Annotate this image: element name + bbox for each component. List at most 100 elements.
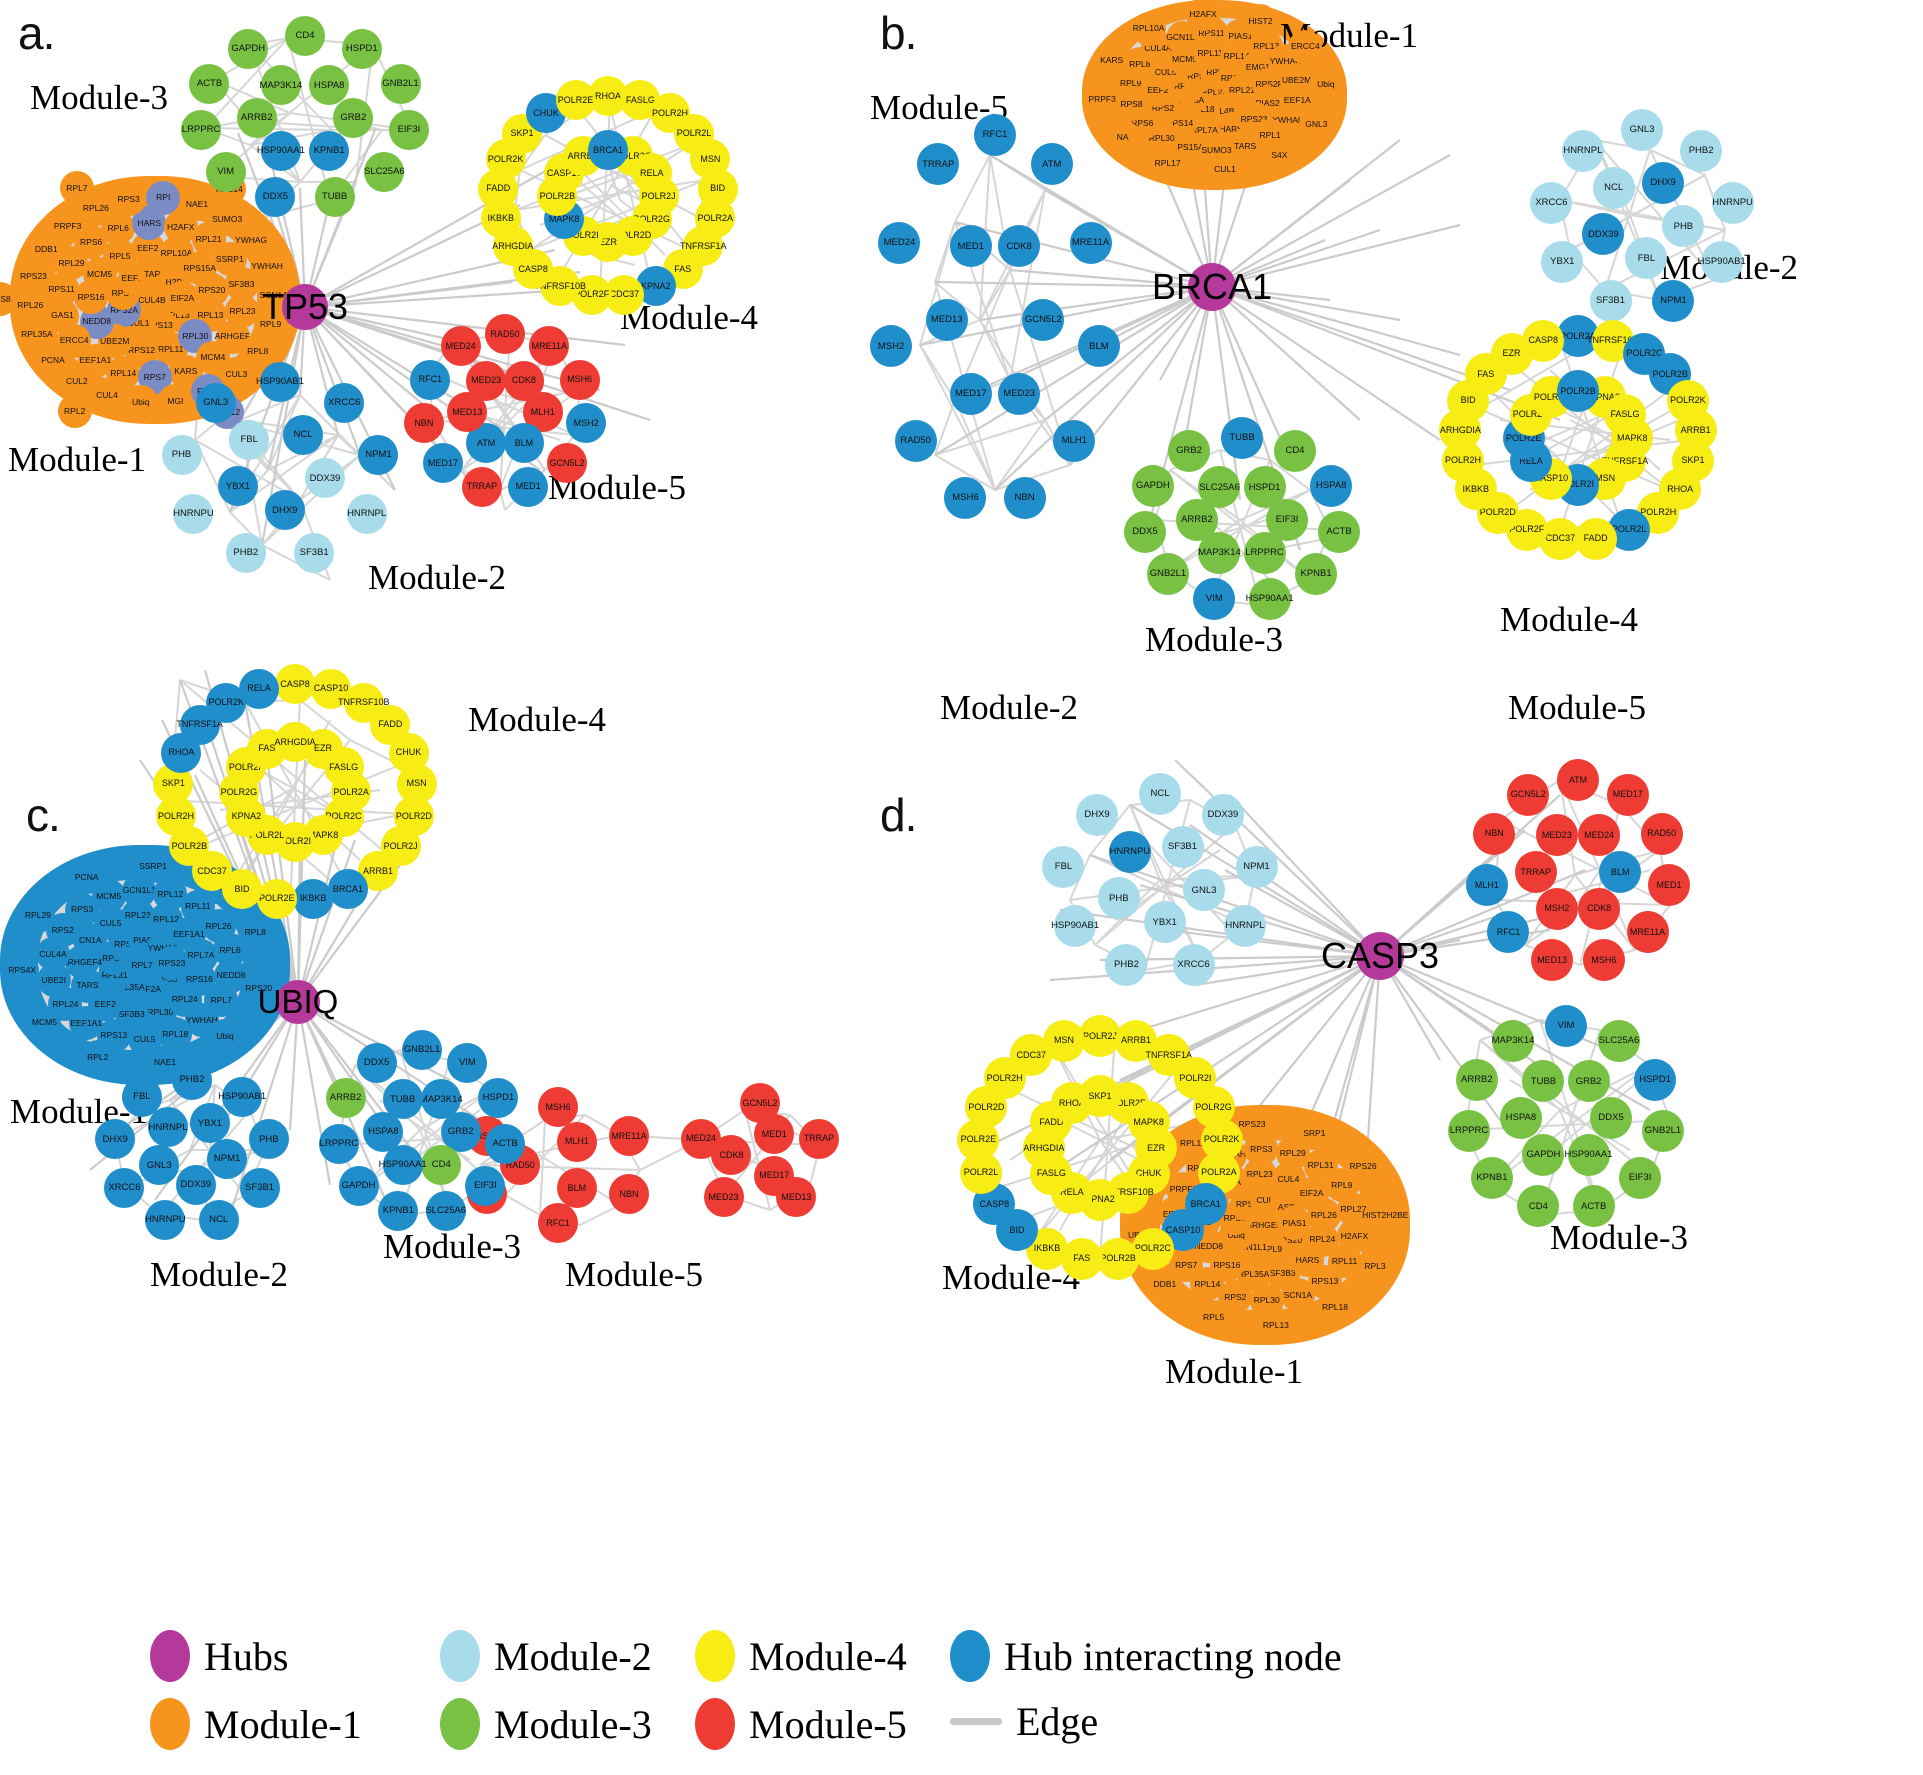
panel-b-module1-node-HIST2[interactable]: HIST2	[1243, 3, 1278, 38]
panel-c-module3-node-HSP90AA1[interactable]: HSP90AA1	[379, 1144, 427, 1185]
panel-d-module2-node-DDX39[interactable]: DDX39	[1201, 793, 1244, 836]
panel-c-module1-node-SSRP1[interactable]: SSRP1	[136, 849, 171, 884]
panel-a-module3-node-ACTB[interactable]: ACTB	[189, 63, 230, 104]
panel-d-module2-node-PHB2[interactable]: PHB2	[1105, 943, 1148, 986]
panel-b-module2-node-FBL[interactable]: FBL	[1625, 237, 1668, 280]
panel-a-module5-node-TRRAP[interactable]: TRRAP	[461, 466, 502, 507]
panel-b-module5-node-MED17[interactable]: MED17	[949, 372, 992, 415]
panel-a-module5-node-MRE11A[interactable]: MRE11A	[529, 326, 570, 367]
panel-d-module4-node-POLR2J[interactable]: POLR2J	[1079, 1015, 1121, 1057]
panel-a-module5-node-NBN[interactable]: NBN	[403, 403, 444, 444]
panel-a-module1-node-RPI[interactable]: RPI	[146, 180, 181, 215]
panel-a-module1-node-NAE1[interactable]: NAE1	[179, 187, 214, 222]
panel-d-module5-node-BLM[interactable]: BLM	[1599, 851, 1642, 893]
panel-c-module3-node-HSPA8[interactable]: HSPA8	[363, 1112, 404, 1152]
panel-a-module5-node-RAD50[interactable]: RAD50	[485, 314, 525, 354]
panel-a-hub-tp53[interactable]	[282, 284, 328, 330]
panel-c-module5b-node-GCN5L2[interactable]: GCN5L2	[740, 1083, 780, 1123]
panel-d-module5-node-MSH2[interactable]: MSH2	[1535, 887, 1578, 930]
panel-a-module1-node-Ubiq[interactable]: Ubiq	[123, 385, 158, 420]
panel-b-module1-node-RPL10A[interactable]: RPL10A	[1131, 11, 1166, 46]
panel-a-module5-node-MED23[interactable]: MED23	[466, 360, 507, 401]
panel-b-module3-node-VIM[interactable]: VIM	[1193, 577, 1236, 620]
panel-b-module5-node-MED13[interactable]: MED13	[925, 299, 968, 341]
panel-b-module2-node-PHB2[interactable]: PHB2	[1680, 129, 1723, 172]
panel-c-module2-node-DDX39[interactable]: DDX39	[175, 1164, 216, 1205]
panel-a-module2-node-HSP90AB1[interactable]: HSP90AB1	[256, 362, 304, 402]
panel-d-module3-node-GNB2L1[interactable]: GNB2L1	[1642, 1110, 1684, 1153]
panel-b-module4-node-FADD[interactable]: FADD	[1574, 517, 1617, 560]
panel-b-module2-node-PHB[interactable]: PHB	[1662, 205, 1705, 248]
panel-a-module3-node-MAP3K14[interactable]: MAP3K14	[259, 65, 302, 106]
panel-a-module3-node-HSPA8[interactable]: HSPA8	[309, 65, 350, 106]
panel-a-module1-node-RPS8[interactable]: RPS8	[0, 281, 17, 316]
panel-a-module4-node-BRCA1[interactable]: BRCA1	[588, 130, 628, 170]
panel-c-module4-node-FADD[interactable]: FADD	[370, 704, 411, 745]
panel-c-module3-node-ACTB[interactable]: ACTB	[485, 1123, 526, 1164]
panel-d-module3-node-TUBB[interactable]: TUBB	[1522, 1060, 1565, 1103]
panel-d-module3-node-CD4[interactable]: CD4	[1517, 1185, 1560, 1228]
panel-b-module5-node-RFC1[interactable]: RFC1	[974, 114, 1016, 156]
panel-b-hub-brca1[interactable]	[1188, 263, 1236, 311]
panel-b-module3-node-GNB2L1[interactable]: GNB2L1	[1146, 552, 1189, 595]
panel-a-module2-node-PHB[interactable]: PHB	[161, 434, 202, 475]
panel-c-module2-node-YBX1[interactable]: YBX1	[189, 1103, 230, 1144]
panel-b-module5-node-TRRAP[interactable]: TRRAP	[917, 143, 960, 186]
panel-c-module2-node-HNRNPU[interactable]: HNRNPU	[145, 1199, 186, 1240]
panel-d-module5-node-MSH6[interactable]: MSH6	[1582, 939, 1625, 982]
panel-b-module5-node-CDK8[interactable]: CDK8	[998, 225, 1041, 268]
panel-b-module5-node-MSH6[interactable]: MSH6	[944, 476, 987, 519]
panel-c-module3-node-CD4[interactable]: CD4	[421, 1144, 462, 1185]
panel-a-module2-node-HNRNPL[interactable]: HNRNPL	[346, 494, 387, 534]
panel-d-hub-casp3[interactable]	[1356, 932, 1404, 980]
panel-d-module1-node-RPL13[interactable]: RPL13	[1258, 1308, 1293, 1343]
panel-a-module2-node-FBL[interactable]: FBL	[229, 419, 270, 460]
panel-b-module3-node-GAPDH[interactable]: GAPDH	[1131, 464, 1174, 507]
panel-d-module2-node-NCL[interactable]: NCL	[1139, 773, 1181, 815]
panel-b-module1-node-CUL1[interactable]: CUL1	[1207, 152, 1242, 187]
panel-b-module2-node-NPM1[interactable]: NPM1	[1652, 279, 1695, 322]
panel-d-module1-node-SRP1[interactable]: SRP1	[1297, 1116, 1332, 1151]
panel-b-module3-node-KPNB1[interactable]: KPNB1	[1295, 552, 1338, 595]
panel-c-module2-node-PHB2[interactable]: PHB2	[172, 1060, 212, 1100]
panel-c-module5b-node-MED17[interactable]: MED17	[754, 1155, 795, 1196]
panel-c-module4-node-BRCA1[interactable]: BRCA1	[327, 869, 368, 910]
panel-a-module3-node-DDX5[interactable]: DDX5	[255, 176, 296, 217]
panel-d-module3-node-LRPPRC[interactable]: LRPPRC	[1447, 1110, 1490, 1153]
panel-a-module4-node-FAS[interactable]: FAS	[662, 249, 703, 290]
panel-a-module3-node-HSP90AA1[interactable]: HSP90AA1	[257, 130, 305, 171]
panel-d-module5-node-MED13[interactable]: MED13	[1531, 939, 1574, 982]
panel-b-module5-node-MED23[interactable]: MED23	[998, 372, 1041, 415]
panel-d-module3-node-KPNB1[interactable]: KPNB1	[1470, 1157, 1513, 1200]
panel-b-module3-node-TUBB[interactable]: TUBB	[1221, 417, 1263, 459]
panel-a-module2-node-XRCC6[interactable]: XRCC6	[324, 382, 365, 423]
panel-c-module3-node-GNB2L1[interactable]: GNB2L1	[402, 1030, 442, 1070]
panel-c-module4-node-IKBKB[interactable]: IKBKB	[293, 878, 334, 919]
panel-d-module2-node-PHB[interactable]: PHB	[1097, 877, 1140, 920]
panel-d-module2-node-FBL[interactable]: FBL	[1042, 845, 1085, 888]
panel-c-module1-node-RPS23[interactable]: RPS23	[154, 946, 189, 981]
panel-c-module1-node-RPL29[interactable]: RPL29	[20, 898, 55, 933]
panel-d-module5-node-NBN[interactable]: NBN	[1473, 812, 1516, 855]
panel-d-module4-node-FAS[interactable]: FAS	[1060, 1237, 1103, 1280]
panel-c-module4-node-RELA[interactable]: RELA	[239, 668, 280, 709]
panel-d-module5-node-ATM[interactable]: ATM	[1557, 759, 1599, 801]
panel-c-module2-node-HSP90AB1[interactable]: HSP90AB1	[218, 1076, 266, 1117]
panel-d-module5-node-RFC1[interactable]: RFC1	[1487, 911, 1530, 954]
panel-c-module2-node-GNL3[interactable]: GNL3	[139, 1145, 180, 1186]
panel-a-module2-node-PHB2[interactable]: PHB2	[225, 532, 266, 573]
panel-b-module2-node-HNRNPL[interactable]: HNRNPL	[1561, 129, 1604, 172]
panel-a-module1-node-CUL2[interactable]: CUL2	[59, 364, 94, 399]
panel-b-module5-node-NBN[interactable]: NBN	[1003, 476, 1046, 519]
panel-c-hub-ubiq[interactable]	[276, 980, 320, 1024]
panel-a-module1-node-RPS3[interactable]: RPS3	[111, 182, 146, 217]
panel-d-module4-node-POLR2C[interactable]: POLR2C	[1131, 1227, 1174, 1270]
panel-c-module3-node-ARRB2[interactable]: ARRB2	[325, 1077, 366, 1118]
panel-d-module3-node-ACTB[interactable]: ACTB	[1572, 1185, 1615, 1228]
panel-c-module3-node-HSPD1[interactable]: HSPD1	[478, 1077, 519, 1118]
panel-c-module1-node-RPL2[interactable]: RPL2	[80, 1040, 115, 1075]
panel-d-module5-node-MLH1[interactable]: MLH1	[1465, 864, 1508, 907]
panel-c-module5-node-BLM[interactable]: BLM	[556, 1168, 597, 1209]
panel-b-module2-node-XRCC6[interactable]: XRCC6	[1530, 181, 1573, 224]
panel-a-module5-node-MSH6[interactable]: MSH6	[559, 359, 600, 400]
